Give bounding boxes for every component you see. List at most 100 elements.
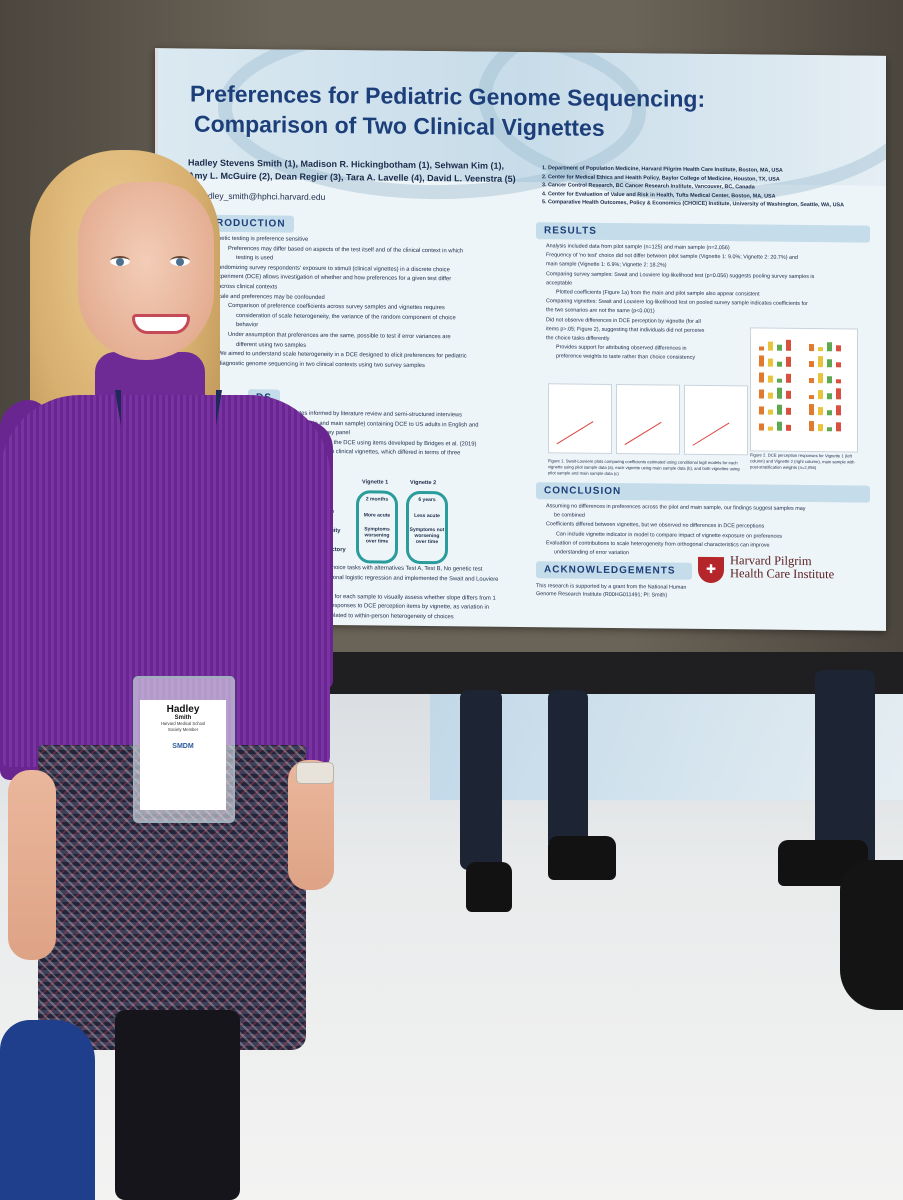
vignette-value: Symptoms not worsening over time	[409, 526, 445, 546]
introduction-heading: RODUCTION	[208, 214, 294, 233]
vignette-2-header: Vignette 2	[410, 479, 437, 487]
mini-bar	[827, 359, 832, 368]
poster-authors: Hadley Stevens Smith (1), Madison R. Hic…	[188, 157, 548, 186]
mini-bar	[809, 378, 814, 384]
dark-bag	[840, 860, 903, 1010]
conclusion-heading: CONCLUSION	[536, 482, 870, 503]
mini-bar	[809, 344, 814, 352]
affiliations: 1. Department of Population Medicine, Ha…	[542, 164, 872, 210]
board-stand	[300, 652, 903, 694]
tights	[115, 1010, 240, 1200]
watch-icon	[296, 762, 334, 784]
mini-bar	[836, 362, 841, 368]
mini-bar	[786, 373, 791, 383]
mini-bar	[777, 421, 782, 431]
mini-bar	[768, 392, 773, 399]
mini-bar	[759, 389, 764, 399]
mini-bar	[768, 426, 773, 431]
smile	[132, 314, 190, 334]
vignette-value: Symptoms worsening over time	[364, 526, 390, 545]
plot-panel-c	[684, 384, 748, 456]
vignette-1-header: Vignette 1	[362, 479, 389, 486]
mini-bar	[768, 375, 773, 383]
text-line: diagnostic genome sequencing in two clin…	[218, 360, 425, 369]
harvard-pilgrim-logo-text: Harvard Pilgrim Health Care Institute	[730, 553, 835, 582]
mini-bar	[809, 395, 814, 400]
mini-bar	[818, 356, 823, 368]
mini-bar	[777, 387, 782, 399]
mini-bar	[827, 376, 832, 384]
results-heading: RESULTS	[536, 222, 870, 243]
mini-bar	[786, 424, 791, 431]
figure-2-bar-charts	[750, 327, 858, 453]
mini-bar	[818, 407, 823, 416]
mini-bar	[827, 393, 832, 400]
mini-bar	[768, 358, 773, 367]
vignette-2-column: 6 years Less acute Symptoms not worsenin…	[406, 490, 448, 565]
left-hand	[8, 770, 56, 960]
vignette-value: Less acute	[414, 512, 440, 520]
methods-body-2: d 10 choice tasks with alternatives Test…	[316, 564, 536, 624]
person-leg	[815, 670, 875, 870]
mini-bar	[759, 355, 764, 367]
mini-bar	[809, 361, 814, 368]
mini-bar	[786, 356, 791, 367]
poster-title: Preferences for Pediatric Genome Sequenc…	[190, 79, 850, 146]
mini-bar	[836, 422, 841, 432]
mini-bar	[759, 423, 764, 431]
mini-bar	[818, 347, 823, 352]
mini-bar	[836, 379, 841, 384]
mini-bar	[818, 373, 823, 384]
mini-bar	[827, 410, 832, 416]
name-badge: Hadley Smith Harvard Medical School Soci…	[140, 700, 226, 810]
vignette-1-column: 2 months More acute Symptoms worsening o…	[356, 490, 398, 564]
badge-last-name: Smith	[174, 715, 192, 721]
mini-bar	[827, 342, 832, 352]
harvard-pilgrim-shield-icon: ✚	[698, 556, 724, 584]
figure-1-caption: Figure 1. Swait-Louviere plots comparing…	[548, 458, 740, 477]
mini-bar	[777, 404, 782, 415]
shoe	[466, 862, 512, 912]
blue-bag	[0, 1020, 95, 1200]
mini-bar	[809, 421, 814, 432]
person-leg	[460, 690, 502, 870]
plot-panel-a	[548, 383, 612, 454]
logo-line: Health Care Institute	[730, 566, 835, 582]
mini-bar	[786, 407, 791, 415]
mini-bar	[759, 372, 764, 383]
badge-logo: SMDM	[172, 743, 194, 750]
eye	[110, 256, 130, 266]
figure-1-plots	[548, 383, 748, 456]
badge-role: Society Member	[167, 727, 199, 732]
introduction-body: netic testing is preference sensitive Pr…	[218, 235, 518, 372]
acknowledgements-body: This research is supported by a grant fr…	[536, 583, 687, 599]
mini-bar	[786, 339, 791, 351]
mini-bar	[836, 405, 841, 416]
figure-2-caption: Figure 2. DCE perception responses for V…	[750, 452, 855, 471]
mini-bar	[768, 409, 773, 415]
vignette-value: 6 years	[418, 496, 436, 504]
mini-bar	[759, 346, 764, 351]
mini-bar	[759, 406, 764, 415]
mini-bar	[836, 345, 841, 352]
mini-bar	[836, 388, 841, 400]
mini-bar	[786, 390, 791, 399]
plot-panel-b	[616, 384, 680, 455]
vignette-value: More acute	[363, 512, 391, 519]
acknowledgements-heading: ACKNOWLEDGEMENTS	[536, 561, 692, 580]
mini-bar	[818, 424, 823, 432]
vignette-value: 2 months	[365, 496, 389, 503]
text-line: d be related to within-person heterogene…	[316, 612, 454, 621]
text-line: preference weights to taste rather than …	[556, 353, 696, 362]
mini-bar	[768, 341, 773, 351]
eye	[170, 256, 190, 266]
mini-bar	[809, 404, 814, 416]
conclusion-body: Assuming no differences in preferences a…	[546, 502, 846, 560]
person-leg	[548, 690, 588, 850]
badge-organization: Harvard Medical School	[160, 721, 206, 726]
mini-bar	[818, 390, 823, 400]
author-email: dley_smith@hphci.harvard.edu	[208, 190, 326, 202]
shoe	[548, 836, 616, 880]
mini-bar	[777, 344, 782, 351]
mini-bar	[827, 427, 832, 432]
